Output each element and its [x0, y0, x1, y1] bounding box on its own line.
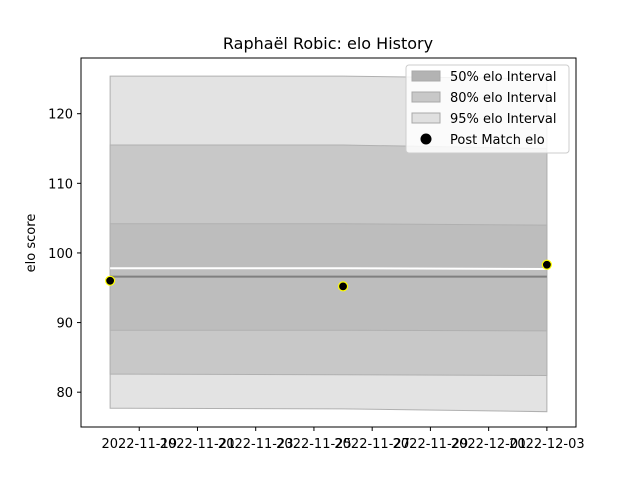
- y-axis-label: elo score: [24, 214, 39, 273]
- x-tick-label: 2022-11-25: [276, 437, 352, 452]
- y-tick-label: 90: [56, 317, 73, 332]
- x-tick-label: 2022-11-21: [160, 437, 236, 452]
- legend-label-80-elo-interval: 80% elo Interval: [450, 91, 557, 106]
- post-match-elo-point: [541, 259, 552, 270]
- chart-title: Raphaël Robic: elo History: [223, 34, 433, 53]
- plot-area: 80901001101202022-11-192022-11-212022-11…: [48, 57, 585, 452]
- legend-swatch-95-elo-interval: [411, 112, 441, 124]
- x-tick-label: 2022-11-27: [334, 437, 410, 452]
- post-match-elo-point: [337, 281, 349, 292]
- legend-label-95-elo-interval: 95% elo Interval: [450, 112, 557, 127]
- elo-line-2: [110, 267, 547, 270]
- legend-swatch-80-elo-interval: [411, 91, 441, 103]
- legend-marker-post-match-elo: [420, 133, 432, 145]
- legend-box: [405, 64, 570, 154]
- x-tick-label: 2022-11-23: [218, 437, 294, 452]
- y-tick-label: 110: [48, 177, 73, 192]
- y-tick-label: 100: [48, 247, 73, 262]
- x-tick-label: 2022-12-03: [509, 437, 585, 452]
- legend-label-post-match-elo: Post Match elo: [450, 133, 545, 148]
- legend: 50% elo Interval 80% elo Interval 95% elo …: [405, 64, 570, 154]
- legend-label-50-elo-interval: 50% elo Interval: [450, 70, 557, 85]
- x-tick-label: 2022-11-29: [393, 437, 469, 452]
- plot-frame: [80, 57, 577, 428]
- x-tick-label: 2022-11-19: [101, 437, 177, 452]
- x-tick-label: 2022-12-01: [451, 437, 527, 452]
- y-tick-label: 120: [48, 108, 73, 123]
- y-tick-label: 80: [56, 386, 73, 401]
- post-match-elo-point: [105, 275, 116, 286]
- legend-swatch-50-elo-interval: [411, 70, 441, 82]
